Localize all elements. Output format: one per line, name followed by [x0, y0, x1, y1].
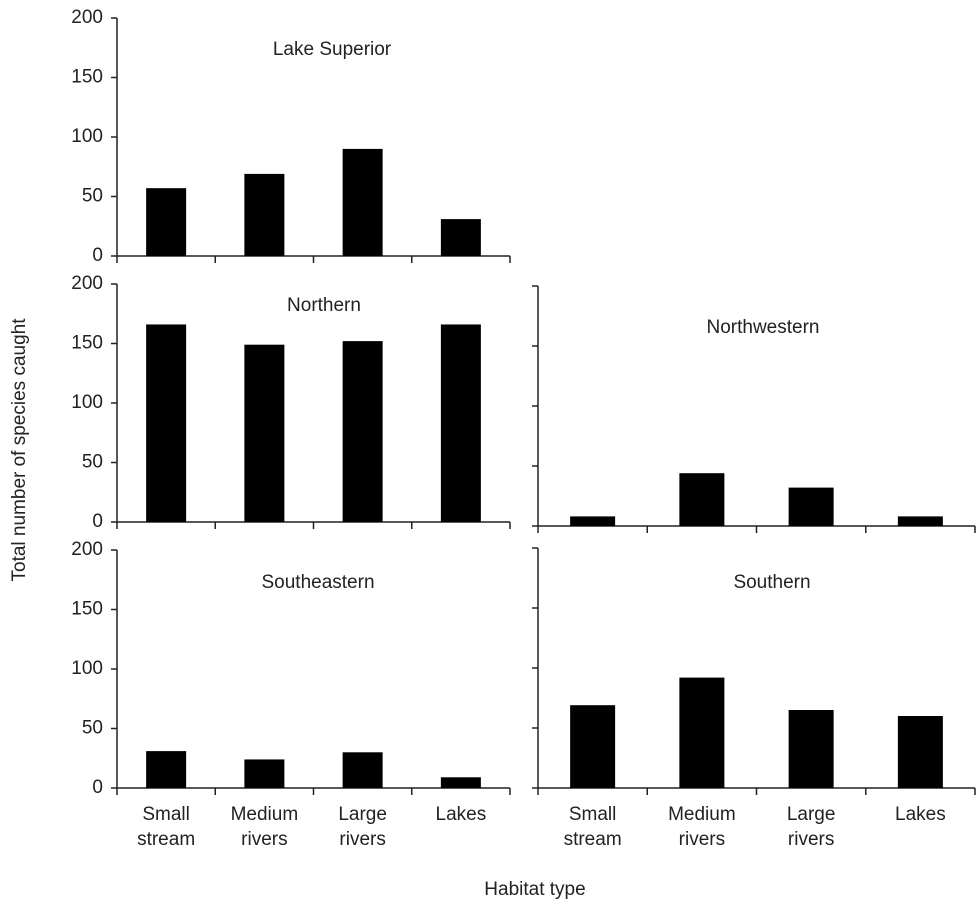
panel-title: Northwestern — [707, 317, 820, 338]
bar — [244, 173, 285, 256]
x-tick-label-line: Medium — [668, 804, 736, 825]
bar — [570, 516, 616, 526]
x-tick-label-line: rivers — [679, 829, 725, 850]
x-tick-label: Small stream — [137, 804, 195, 850]
bar — [342, 752, 383, 788]
bar — [146, 751, 187, 788]
y-tick-label: 50 — [82, 718, 103, 739]
panel-title: Northern — [287, 295, 361, 316]
bar — [440, 219, 481, 256]
bar — [146, 188, 187, 256]
y-tick-label: 0 — [92, 511, 103, 532]
panel-title: Lake Superior — [273, 39, 392, 60]
x-axis-label: Habitat type — [484, 879, 585, 900]
y-axis-label: Total number of species caught — [9, 318, 30, 582]
bar — [788, 487, 834, 526]
bar — [897, 716, 943, 788]
panel-title: Southeastern — [261, 572, 374, 593]
bar — [146, 324, 187, 522]
y-tick-label: 0 — [92, 777, 103, 798]
y-tick-label: 150 — [71, 599, 103, 620]
y-tick-label: 50 — [82, 452, 103, 473]
bar — [440, 324, 481, 522]
x-tick-label-line: rivers — [339, 829, 385, 850]
x-tick-label: Medium rivers — [231, 804, 299, 850]
y-tick-label: 100 — [71, 392, 103, 413]
x-tick-label-line: Small — [569, 804, 617, 825]
y-tick-label: 150 — [71, 67, 103, 88]
y-tick-label: 200 — [71, 273, 103, 294]
y-tick-label: 200 — [71, 7, 103, 28]
bar — [342, 341, 383, 522]
bar — [244, 344, 285, 522]
bar — [244, 759, 285, 788]
y-tick-label: 0 — [92, 245, 103, 266]
bar — [440, 777, 481, 788]
bar — [342, 148, 383, 256]
x-tick-label-line: Large — [338, 804, 387, 825]
x-tick-label-line: Small — [142, 804, 190, 825]
y-tick-label: 100 — [71, 658, 103, 679]
y-tick-label: 200 — [71, 539, 103, 560]
x-tick-label: Large rivers — [338, 804, 387, 850]
y-tick-label: 50 — [82, 186, 103, 207]
x-tick-label-line: stream — [564, 829, 622, 850]
x-tick-label: Small stream — [564, 804, 622, 850]
x-tick-label-line: rivers — [788, 829, 834, 850]
y-tick-label: 150 — [71, 333, 103, 354]
x-tick-label: Lakes — [436, 804, 487, 825]
bar — [897, 516, 943, 526]
bar — [788, 710, 834, 788]
panel-title: Southern — [733, 572, 810, 593]
bar — [570, 705, 616, 788]
x-tick-label: Medium rivers — [668, 804, 736, 850]
x-tick-label-line: Medium — [231, 804, 299, 825]
bar — [679, 473, 725, 526]
x-tick-label-line: stream — [137, 829, 195, 850]
x-tick-label-line: Large — [787, 804, 836, 825]
bar — [679, 677, 725, 788]
x-tick-label: Lakes — [895, 804, 946, 825]
y-tick-label: 100 — [71, 126, 103, 147]
x-tick-label-line: rivers — [241, 829, 287, 850]
x-tick-label: Large rivers — [787, 804, 836, 850]
